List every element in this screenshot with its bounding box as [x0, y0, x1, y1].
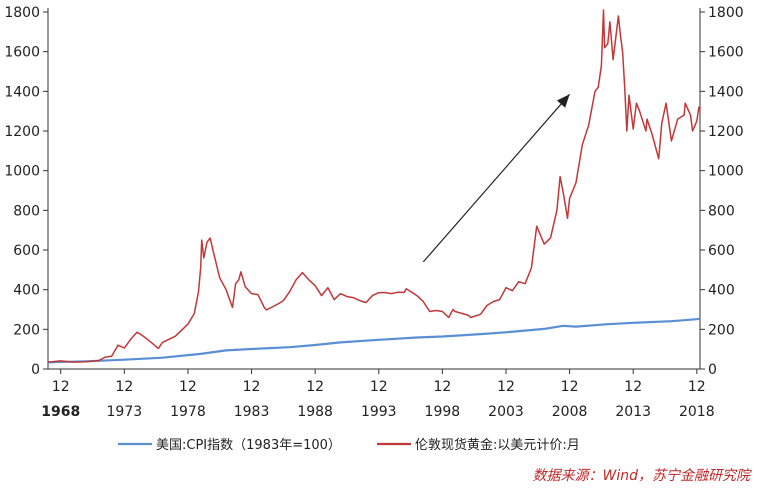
- series-layer: [47, 9, 701, 364]
- annotation-layer: [422, 93, 571, 263]
- right-tick-label: 1000: [708, 164, 744, 180]
- legend-item-gold: 伦敦现货黄金:以美元计价:月: [377, 437, 580, 453]
- x-tick-month-label: 12: [688, 379, 706, 395]
- right-tick-label: 1800: [708, 5, 744, 21]
- right-tick-label: 1400: [708, 84, 744, 100]
- x-tick-year-label: 1993: [361, 404, 397, 420]
- cpi-series-line: [47, 317, 701, 364]
- trend-arrow-head: [556, 94, 570, 108]
- x-tick-year-label: 1983: [234, 404, 270, 420]
- x-tick-month-label: 12: [497, 379, 515, 395]
- left-tick-label: 0: [31, 362, 40, 378]
- right-tick-label: 600: [708, 243, 735, 259]
- legend-item-cpi: 美国:CPI指数（1983年=100）: [118, 438, 341, 453]
- right-tick-label: 1600: [708, 45, 744, 61]
- gold-series-line: [47, 9, 701, 363]
- x-tick-year-label: 1968: [41, 404, 80, 420]
- right-tick-label: 800: [708, 203, 735, 219]
- x-tick-year-label: 1988: [297, 404, 333, 420]
- x-tick-month-label: 12: [370, 379, 388, 395]
- left-tick-label: 400: [13, 283, 40, 299]
- x-tick-month-label: 12: [179, 379, 197, 395]
- trend-arrow-line: [422, 93, 571, 263]
- x-tick-year-label: 2013: [615, 404, 651, 420]
- left-tick-label: 1000: [4, 164, 40, 180]
- right-tick-label: 0: [708, 362, 717, 378]
- x-axis: 12 1968 12 1973 12 1978 12 1983 12 1988 12 1993 12 19…: [41, 369, 715, 420]
- x-tick-month-label: 12: [306, 379, 324, 395]
- x-tick-month-label: 12: [433, 379, 451, 395]
- right-tick-label: 1200: [708, 124, 744, 140]
- source-note: 数据来源：Wind，苏宁金融研究院: [533, 468, 752, 484]
- right-tick-label: 400: [708, 283, 735, 299]
- left-tick-label: 200: [13, 322, 40, 338]
- x-tick-month-label: 12: [243, 379, 261, 395]
- x-tick-year-label: 2003: [488, 404, 524, 420]
- left-tick-label: 800: [13, 203, 40, 219]
- legend: 美国:CPI指数（1983年=100） 伦敦现货黄金:以美元计价:月: [118, 437, 580, 453]
- x-tick-month-label: 12: [52, 379, 70, 395]
- x-tick-month-label: 12: [561, 379, 579, 395]
- x-tick-year-label: 1973: [107, 404, 143, 420]
- x-tick-year-label: 2018: [679, 404, 715, 420]
- x-tick-month-label: 12: [115, 379, 133, 395]
- legend-label: 伦敦现货黄金:以美元计价:月: [415, 437, 580, 453]
- left-tick-label: 1200: [4, 124, 40, 140]
- left-y-axis: 0 200 400 600 800 1000 1200 1400 1600 1800: [4, 5, 48, 378]
- left-tick-label: 1800: [4, 5, 40, 21]
- x-tick-year-label: 1978: [170, 404, 206, 420]
- legend-label: 美国:CPI指数（1983年=100）: [156, 438, 341, 453]
- x-tick-year-label: 2008: [552, 404, 588, 420]
- right-tick-label: 200: [708, 322, 735, 338]
- left-tick-label: 600: [13, 243, 40, 259]
- right-y-axis: 0 200 400 600 800 1000 1200 1400 1600 1800: [700, 5, 744, 378]
- left-tick-label: 1600: [4, 45, 40, 61]
- x-tick-year-label: 1998: [425, 404, 461, 420]
- left-tick-label: 1400: [4, 84, 40, 100]
- plot-frame: [47, 8, 701, 370]
- x-tick-month-label: 12: [624, 379, 642, 395]
